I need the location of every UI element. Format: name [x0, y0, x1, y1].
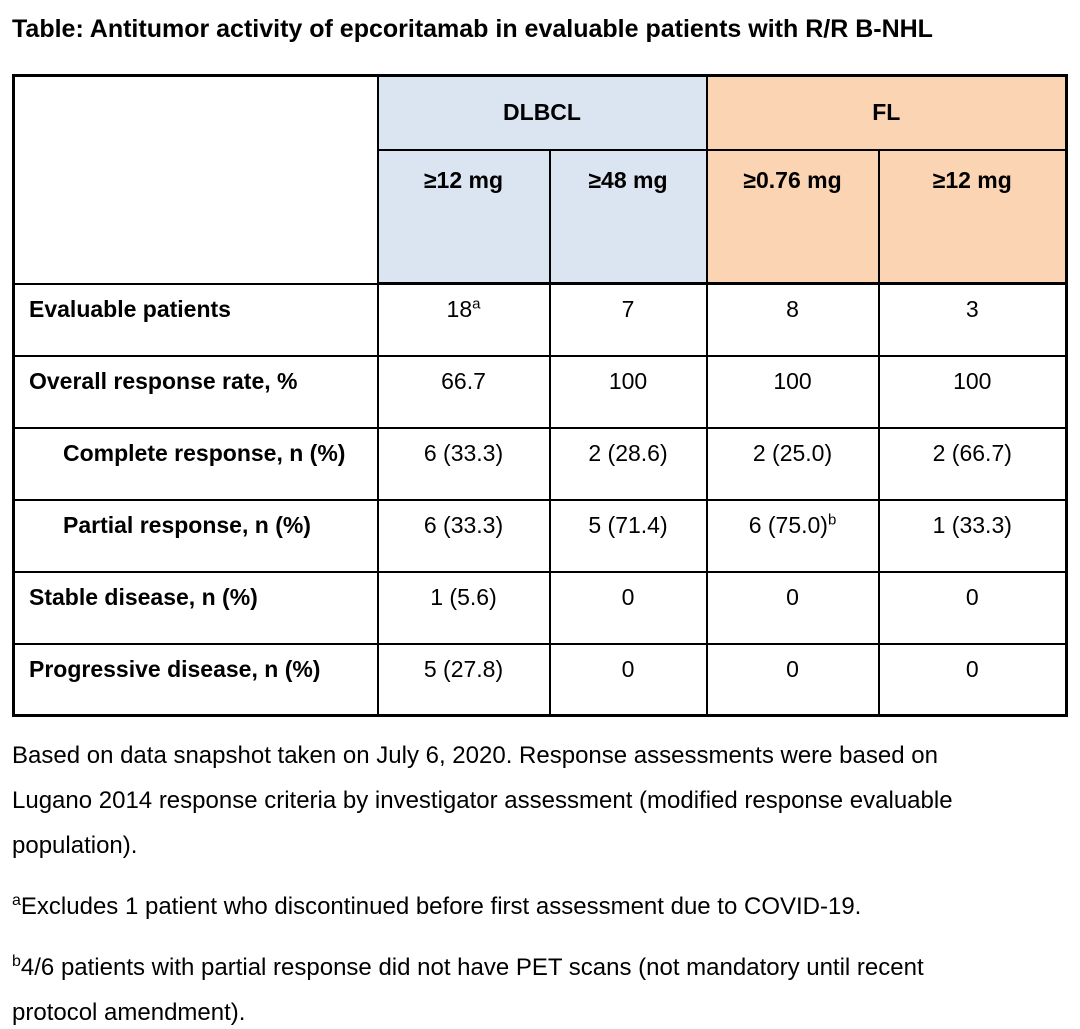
data-table: DLBCL FL ≥12 mg ≥48 mg ≥0.76 mg ≥12 mg E… — [12, 74, 1069, 717]
table-row-evaluable-patients: Evaluable patients 18a 7 8 3 — [12, 282, 1068, 357]
footnote-paragraph-general: Based on data snapshot taken on July 6, … — [12, 733, 1066, 868]
table-row-partial-response: Partial response, n (%) 6 (33.3) 5 (71.4… — [12, 498, 1068, 573]
value-text: 0 — [965, 655, 979, 682]
group-header-dlbcl: DLBCL — [376, 74, 708, 151]
value-text: 6 (33.3) — [423, 439, 504, 466]
footnote-b-text: 4/6 patients with partial response did n… — [20, 954, 924, 981]
cell-value: 100 — [877, 354, 1068, 429]
cell-value: 5 (27.8) — [376, 642, 551, 717]
cell-value: 7 — [548, 282, 708, 357]
value-text: 5 (71.4) — [588, 511, 668, 538]
footnote-b: b4/6 patients with partial response did … — [12, 945, 1066, 1029]
value-text: 1 (33.3) — [932, 511, 1012, 538]
dose-header-dlbcl-ge48mg: ≥48 mg — [548, 148, 708, 285]
table-header-row-doses: ≥12 mg ≥48 mg ≥0.76 mg ≥12 mg — [14, 148, 1068, 285]
table-header-row-groups: DLBCL FL — [12, 74, 1068, 285]
cell-value: 0 — [548, 642, 708, 717]
row-label: Partial response, n (%) — [12, 498, 379, 573]
cell-value: 6 (33.3) — [376, 426, 551, 501]
cell-value: 5 (71.4) — [548, 498, 708, 573]
cell-value: 18a — [376, 282, 551, 357]
table-row-progressive-disease: Progressive disease, n (%) 5 (27.8) 0 0 … — [12, 642, 1068, 717]
corner-cell — [12, 74, 379, 285]
dose-header-dlbcl-ge12mg: ≥12 mg — [376, 148, 551, 285]
cell-value: 0 — [705, 642, 880, 717]
row-label: Complete response, n (%) — [12, 426, 379, 501]
value-text: 5 (27.8) — [423, 655, 504, 682]
value-text: 6 (33.3) — [423, 511, 504, 538]
cell-value: 0 — [877, 570, 1068, 645]
cell-value: 66.7 — [376, 354, 551, 429]
value-text: 2 (25.0) — [752, 439, 833, 466]
cell-value: 100 — [548, 354, 708, 429]
value-text: 18 — [446, 296, 473, 322]
table-row-overall-response-rate: Overall response rate, % 66.7 100 100 10… — [12, 354, 1068, 429]
value-text: 100 — [608, 367, 648, 394]
footnote-a-marker: a — [12, 892, 21, 909]
footnotes: Based on data snapshot taken on July 6, … — [12, 733, 1066, 1029]
row-label: Evaluable patients — [12, 282, 379, 357]
value-text: 100 — [953, 367, 992, 394]
value-text: 0 — [621, 583, 635, 610]
cell-value: 8 — [705, 282, 880, 357]
row-label: Progressive disease, n (%) — [12, 642, 379, 717]
cell-value: 6 (75.0)b — [705, 498, 880, 573]
footnote-line: Based on data snapshot taken on July 6, … — [12, 742, 938, 769]
cell-value: 3 — [877, 282, 1068, 357]
cell-value: 0 — [548, 570, 708, 645]
value-text: 2 (28.6) — [588, 439, 668, 466]
cell-value: 100 — [705, 354, 880, 429]
value-text: 0 — [786, 655, 799, 682]
cell-value: 2 (25.0) — [705, 426, 880, 501]
row-label: Stable disease, n (%) — [12, 570, 379, 645]
value-text: 0 — [965, 583, 979, 610]
group-header-fl: FL — [705, 74, 1068, 151]
dose-header-fl-ge12mg: ≥12 mg — [877, 148, 1068, 285]
value-text: 8 — [786, 296, 799, 322]
value-text: 66.7 — [441, 367, 486, 394]
value-text: 3 — [965, 296, 979, 322]
value-text: 0 — [621, 655, 635, 682]
superscript-marker: a — [472, 295, 481, 313]
value-text: 7 — [621, 296, 635, 322]
table-row-stable-disease: Stable disease, n (%) 1 (5.6) 0 0 0 — [12, 570, 1068, 645]
cell-value: 1 (33.3) — [877, 498, 1068, 573]
footnote-a: aExcludes 1 patient who discontinued bef… — [12, 884, 1066, 929]
row-label: Overall response rate, % — [12, 354, 379, 429]
cell-value: 0 — [877, 642, 1068, 717]
cell-value: 2 (66.7) — [877, 426, 1068, 501]
superscript-marker: b — [827, 510, 837, 528]
footnote-b-text-line2: protocol amendment). — [12, 999, 246, 1026]
value-text: 0 — [786, 583, 799, 610]
cell-value: 0 — [705, 570, 880, 645]
footnote-line: Lugano 2014 response criteria by investi… — [12, 787, 953, 814]
footnote-b-marker: b — [12, 953, 21, 970]
value-text: 100 — [773, 367, 812, 394]
table-row-complete-response: Complete response, n (%) 6 (33.3) 2 (28.… — [12, 426, 1068, 501]
cell-value: 2 (28.6) — [548, 426, 708, 501]
dose-header-fl-ge076mg: ≥0.76 mg — [705, 148, 880, 285]
value-text: 2 (66.7) — [932, 439, 1012, 466]
value-text: 1 (5.6) — [430, 583, 497, 610]
page-title: Table: Antitumor activity of epcoritamab… — [12, 15, 933, 43]
footnote-line: population). — [12, 832, 138, 859]
value-text: 6 (75.0) — [748, 511, 828, 538]
footnote-a-text: Excludes 1 patient who discontinued befo… — [20, 893, 862, 920]
cell-value: 6 (33.3) — [376, 498, 551, 573]
cell-value: 1 (5.6) — [376, 570, 551, 645]
